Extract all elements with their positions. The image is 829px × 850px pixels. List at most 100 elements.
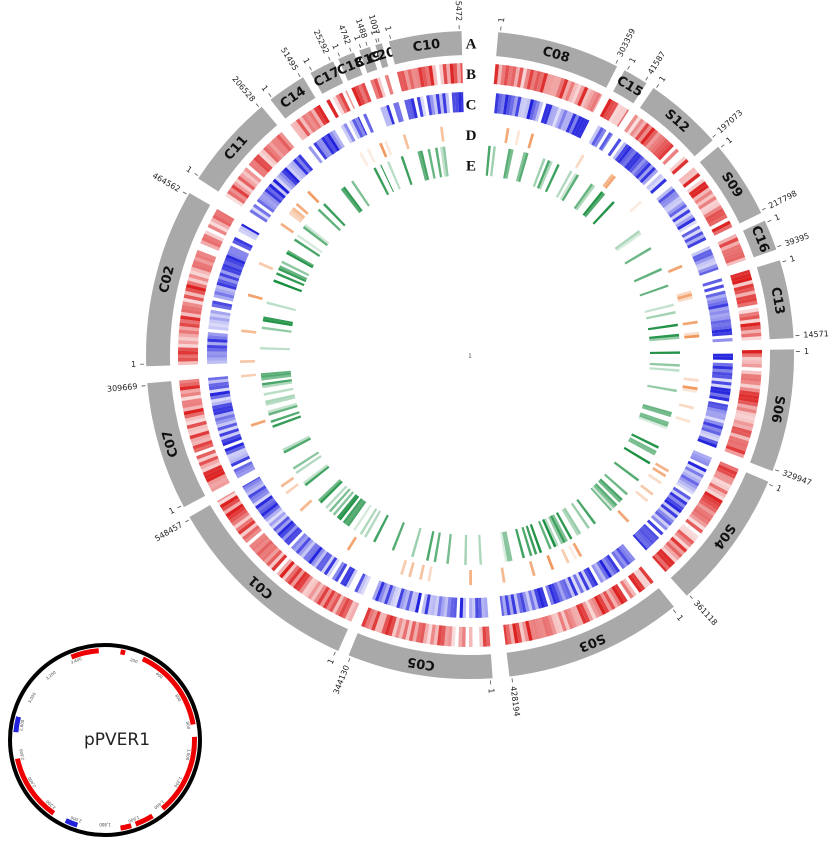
heatmap-cell: [682, 172, 701, 188]
heatmap-cell: [547, 584, 558, 605]
heatmap-cell: [346, 500, 367, 527]
heatmap-cell: [675, 214, 695, 228]
heatmap-cell: [738, 396, 759, 404]
heatmap-cell: [461, 626, 466, 647]
heatmap-cell: [663, 195, 682, 211]
heatmap-cell: [252, 203, 272, 218]
heatmap-cell: [236, 466, 256, 479]
position-label: 428194: [509, 686, 522, 717]
heatmap-cell: [538, 520, 552, 550]
heatmap-cell: [699, 198, 719, 213]
heatmap-cell: [313, 106, 328, 126]
heatmap-cell: [334, 563, 348, 583]
heatmap-cell: [235, 178, 254, 194]
heatmap-cell: [438, 93, 445, 114]
heatmap-cell: [402, 134, 410, 150]
heatmap-cell: [638, 566, 654, 585]
heatmap-cell: [266, 549, 283, 567]
heatmap-cell: [288, 211, 302, 223]
heatmap-cell: [253, 492, 272, 507]
heatmap-cell: [615, 547, 631, 566]
heatmap-cell: [739, 390, 760, 397]
position-tick: [627, 65, 630, 70]
heatmap-cell: [281, 260, 310, 277]
heatmap-cell: [275, 518, 292, 535]
heatmap-cell: [233, 236, 253, 249]
heatmap-cell: [551, 514, 568, 542]
heatmap-cell: [485, 626, 491, 647]
heatmap-cell: [500, 64, 507, 86]
plasmid-tick-label: 3,400: [70, 656, 83, 665]
heatmap-cell: [632, 120, 647, 139]
heatmap-cell: [326, 132, 340, 152]
position-tick: [348, 657, 351, 662]
heatmap-cell: [268, 511, 287, 527]
heatmap-cell: [408, 620, 417, 642]
heatmap-cell: [706, 293, 727, 302]
heatmap-cell: [256, 497, 275, 512]
heatmap-cell: [729, 432, 750, 442]
plasmid-tick-label: 400: [155, 671, 164, 680]
heatmap-cell: [702, 424, 723, 433]
heatmap-cell: [709, 395, 730, 402]
heatmap-cell: [310, 582, 325, 602]
heatmap-cell: [340, 566, 353, 586]
heatmap-cell: [671, 158, 689, 175]
heatmap-cell: [263, 547, 281, 564]
heatmap-cell: [292, 158, 309, 176]
position-label: 1: [675, 613, 685, 623]
heatmap-cell: [614, 230, 641, 250]
heatmap-cell: [400, 155, 413, 186]
heatmap-cell: [676, 290, 692, 298]
heatmap-cell: [234, 463, 255, 476]
heatmap-cell: [326, 99, 339, 119]
heatmap-cell: [639, 414, 669, 427]
heatmap-cell: [219, 428, 240, 438]
heatmap-cell: [374, 612, 385, 633]
heatmap-cell: [567, 545, 578, 560]
heatmap-cell: [210, 479, 230, 493]
heatmap-cell: [528, 561, 536, 577]
heatmap-cell: [664, 498, 682, 514]
heatmap-cell: [178, 354, 199, 359]
heatmap-cell: [663, 543, 681, 561]
segment-band: [338, 52, 363, 81]
heatmap-cell: [290, 122, 306, 141]
heatmap-cell: [313, 584, 328, 604]
heatmap-cell: [676, 529, 695, 545]
heatmap-cell: [376, 77, 386, 98]
heatmap-cell: [515, 151, 527, 182]
heatmap-cell: [602, 173, 614, 188]
heatmap-cell: [223, 500, 243, 515]
heatmap-cell: [591, 564, 604, 583]
heatmap-cell: [344, 499, 365, 526]
heatmap-cell: [283, 167, 300, 184]
heatmap-cell: [304, 465, 330, 487]
segment-band: [639, 87, 713, 157]
heatmap-cell: [179, 318, 201, 325]
heatmap-cell: [740, 383, 761, 390]
heatmap-cell: [239, 225, 259, 238]
heatmap-cell: [725, 444, 746, 455]
heatmap-cell: [731, 276, 753, 286]
heatmap-cell: [207, 344, 228, 349]
heatmap-cell: [741, 349, 762, 354]
heatmap-cell: [227, 251, 247, 263]
heatmap-cell: [659, 190, 678, 206]
heatmap-cell: [687, 460, 707, 473]
segment-band: [270, 77, 316, 119]
heatmap-cell: [703, 418, 724, 427]
heatmap-cell: [217, 422, 238, 432]
heatmap-cell: [597, 480, 622, 503]
heatmap-cell: [278, 267, 307, 283]
position-label: 309669: [107, 382, 138, 394]
heatmap-cell: [451, 626, 456, 647]
heatmap-cell: [411, 527, 422, 558]
heatmap-cell: [295, 455, 322, 474]
heatmap-cell: [219, 272, 240, 282]
heatmap-cell: [331, 129, 345, 149]
heatmap-cell: [560, 548, 570, 564]
heatmap-cell: [224, 257, 245, 268]
heatmap-cell: [272, 415, 302, 428]
position-label: 1: [497, 17, 506, 23]
